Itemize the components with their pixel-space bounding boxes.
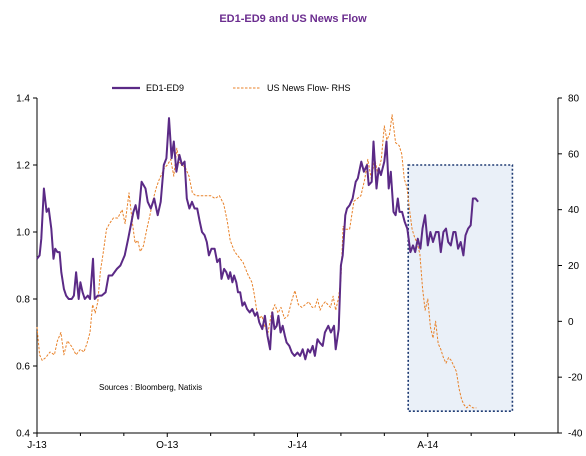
right-tick-label: 40: [568, 205, 580, 216]
legend-label-us-news-flow: US News Flow- RHS: [267, 83, 351, 93]
right-tick-label: 0: [568, 317, 574, 328]
tick-labels: 0.4 0.6 0.8 1.0 1.2 1.4 -40 -20 0 20 40 60 80 J-13 O-1…: [16, 94, 583, 452]
x-tick-label: J-14: [288, 440, 308, 451]
series-line-ed1-ed9: [36, 117, 479, 361]
right-tick-label: 60: [568, 149, 580, 160]
left-tick-label: 1.2: [16, 161, 30, 172]
left-tick-label: 1.4: [16, 94, 30, 105]
left-tick-label: 0.4: [16, 429, 30, 440]
axes: [33, 97, 562, 437]
left-tick-label: 1.0: [16, 228, 30, 239]
x-tick-label: O-13: [156, 440, 179, 451]
right-tick-label: 80: [568, 94, 580, 105]
legend-label-ed1-ed9: ED1-ED9: [146, 83, 184, 93]
right-tick-label: 20: [568, 261, 580, 272]
right-tick-label: -20: [568, 373, 583, 384]
highlight-box: [407, 164, 514, 413]
source-note: Sources : Bloomberg, Natixis: [99, 383, 202, 392]
legend: ED1-ED9 US News Flow- RHS: [112, 83, 351, 93]
series-layer: [36, 114, 479, 409]
x-tick-label: J-13: [27, 440, 47, 451]
chart-title: ED1-ED9 and US News Flow: [219, 13, 367, 25]
left-tick-label: 0.6: [16, 362, 30, 373]
x-tick-label: A-14: [417, 440, 439, 451]
left-tick-label: 0.8: [16, 295, 30, 306]
right-tick-label: -40: [568, 429, 583, 440]
highlight-box-layer: [407, 164, 514, 413]
